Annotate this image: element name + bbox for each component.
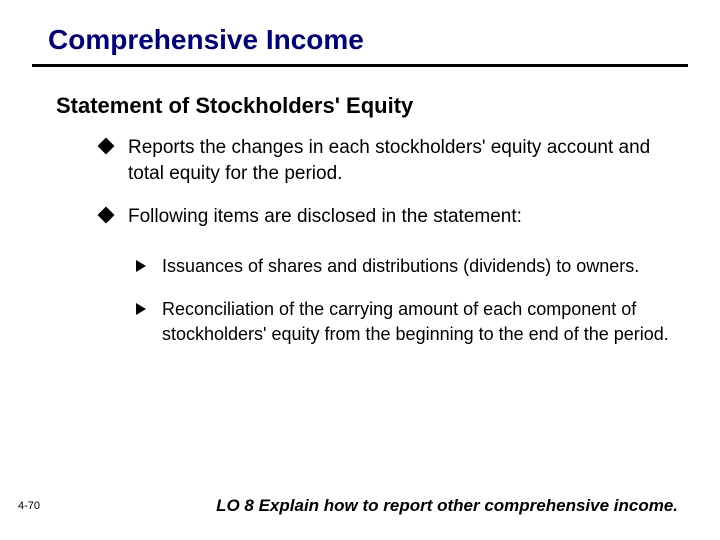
sub-bullet-item: Issuances of shares and distributions (d…	[136, 254, 670, 279]
bullet-item: Reports the changes in each stockholders…	[100, 135, 660, 186]
sub-bullet-item: Reconciliation of the carrying amount of…	[136, 297, 670, 347]
sub-bullet-list: Issuances of shares and distributions (d…	[0, 248, 720, 348]
bullet-text: Following items are disclosed in the sta…	[128, 204, 522, 230]
slide-container: Comprehensive Income Statement of Stockh…	[0, 0, 720, 540]
slide-subtitle: Statement of Stockholders' Equity	[0, 67, 720, 119]
main-bullet-list: Reports the changes in each stockholders…	[0, 119, 720, 230]
slide-title: Comprehensive Income	[0, 24, 720, 64]
sub-bullet-text: Issuances of shares and distributions (d…	[162, 254, 639, 279]
triangle-bullet-icon	[136, 303, 146, 315]
bullet-text: Reports the changes in each stockholders…	[128, 135, 660, 186]
triangle-bullet-icon	[136, 260, 146, 272]
bullet-item: Following items are disclosed in the sta…	[100, 204, 660, 230]
learning-objective-footer: LO 8 Explain how to report other compreh…	[216, 496, 678, 516]
diamond-bullet-icon	[98, 207, 115, 224]
page-number: 4-70	[18, 500, 40, 512]
diamond-bullet-icon	[98, 138, 115, 155]
sub-bullet-text: Reconciliation of the carrying amount of…	[162, 297, 670, 347]
